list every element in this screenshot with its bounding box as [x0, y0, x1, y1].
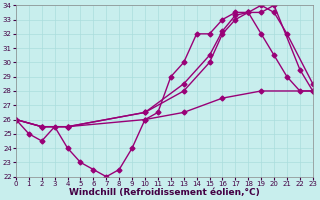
- X-axis label: Windchill (Refroidissement éolien,°C): Windchill (Refroidissement éolien,°C): [69, 188, 260, 197]
